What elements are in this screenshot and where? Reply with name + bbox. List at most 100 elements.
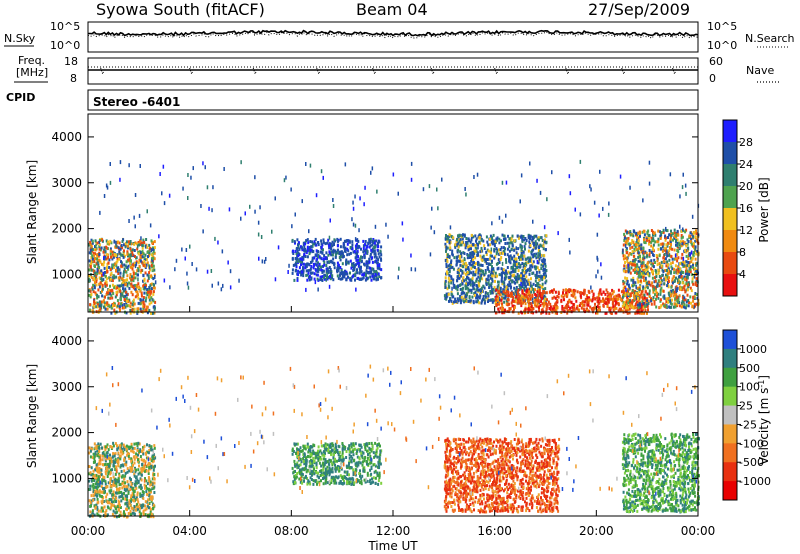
data-cell bbox=[683, 298, 686, 302]
data-cell bbox=[138, 259, 141, 263]
data-cell bbox=[542, 262, 545, 266]
data-cell bbox=[126, 467, 129, 471]
data-cell bbox=[506, 271, 509, 275]
data-cell bbox=[638, 288, 641, 292]
data-cell bbox=[529, 307, 531, 311]
data-cell bbox=[539, 250, 541, 255]
data-cell bbox=[175, 258, 178, 263]
data-cell bbox=[300, 263, 302, 267]
data-cell bbox=[522, 250, 525, 254]
data-cell bbox=[446, 235, 449, 239]
data-cell bbox=[454, 245, 457, 249]
data-cell bbox=[98, 309, 100, 313]
data-cell bbox=[471, 263, 474, 267]
data-cell bbox=[465, 192, 467, 197]
data-cell bbox=[643, 279, 645, 283]
nave-dip bbox=[189, 67, 195, 76]
data-cell bbox=[355, 255, 358, 259]
data-cell bbox=[510, 274, 513, 278]
data-cell bbox=[687, 257, 690, 261]
data-cell bbox=[670, 234, 673, 237]
data-cell bbox=[496, 261, 499, 265]
data-cell bbox=[321, 275, 324, 279]
data-cell bbox=[94, 271, 97, 275]
data-cell bbox=[535, 273, 538, 277]
data-cell bbox=[128, 242, 131, 246]
data-cell bbox=[206, 185, 209, 190]
data-cell bbox=[189, 244, 191, 249]
data-cell bbox=[545, 291, 548, 295]
data-cell bbox=[509, 282, 512, 286]
data-cell bbox=[244, 211, 246, 216]
data-cell bbox=[302, 241, 305, 245]
data-cell bbox=[310, 265, 313, 268]
data-cell bbox=[513, 299, 516, 303]
data-cell bbox=[627, 301, 630, 305]
data-cell bbox=[472, 265, 475, 269]
data-cell bbox=[460, 251, 463, 255]
data-cell bbox=[462, 251, 465, 255]
data-cell bbox=[675, 285, 678, 289]
data-cell bbox=[356, 251, 359, 255]
data-cell bbox=[134, 287, 137, 291]
data-cell bbox=[99, 471, 102, 475]
data-cell bbox=[124, 242, 127, 245]
data-cell bbox=[544, 281, 547, 285]
data-cell bbox=[504, 252, 506, 256]
data-cell bbox=[512, 273, 515, 277]
data-cell bbox=[644, 267, 647, 271]
data-cell bbox=[93, 305, 96, 309]
data-cell bbox=[502, 268, 505, 272]
data-cell bbox=[530, 308, 533, 312]
data-cell bbox=[648, 242, 650, 246]
data-cell bbox=[517, 277, 520, 281]
data-cell bbox=[458, 268, 461, 272]
data-cell bbox=[257, 220, 260, 225]
data-cell bbox=[490, 282, 493, 286]
data-cell bbox=[98, 240, 101, 244]
data-cell bbox=[626, 259, 629, 263]
nave-dip bbox=[252, 67, 258, 76]
data-cell bbox=[305, 273, 308, 277]
data-cell bbox=[346, 242, 349, 246]
data-cell bbox=[478, 236, 481, 240]
data-cell bbox=[368, 238, 371, 242]
data-cell bbox=[674, 256, 677, 260]
data-cell bbox=[495, 288, 498, 292]
data-cell bbox=[485, 253, 488, 256]
data-cell bbox=[535, 252, 538, 256]
data-cell bbox=[301, 255, 304, 259]
data-cell bbox=[615, 297, 618, 301]
data-cell bbox=[496, 236, 499, 240]
data-cell bbox=[626, 238, 629, 242]
data-cell bbox=[119, 177, 121, 182]
data-cell bbox=[521, 277, 524, 281]
data-cell bbox=[119, 482, 122, 486]
data-cell bbox=[103, 256, 105, 261]
data-cell bbox=[657, 239, 660, 243]
data-cell bbox=[88, 472, 91, 476]
data-cell bbox=[637, 249, 640, 253]
data-cell bbox=[102, 263, 105, 267]
data-cell bbox=[628, 311, 631, 315]
data-cell bbox=[479, 288, 481, 292]
data-cell bbox=[337, 248, 339, 252]
data-cell bbox=[468, 254, 471, 258]
data-cell bbox=[505, 275, 508, 279]
data-cell bbox=[444, 285, 447, 289]
data-cell bbox=[527, 299, 530, 303]
data-cell bbox=[494, 279, 496, 283]
data-cell bbox=[666, 275, 669, 279]
data-cell bbox=[144, 258, 147, 262]
data-cell bbox=[222, 283, 224, 288]
data-cell bbox=[489, 263, 492, 266]
data-cell bbox=[549, 302, 552, 306]
data-cell bbox=[507, 270, 510, 274]
data-cell bbox=[524, 302, 527, 306]
data-cell bbox=[479, 250, 482, 254]
data-cell bbox=[520, 246, 523, 249]
data-cell bbox=[652, 230, 654, 234]
data-cell bbox=[103, 479, 106, 482]
data-cell bbox=[217, 240, 219, 245]
data-cell bbox=[305, 287, 307, 292]
